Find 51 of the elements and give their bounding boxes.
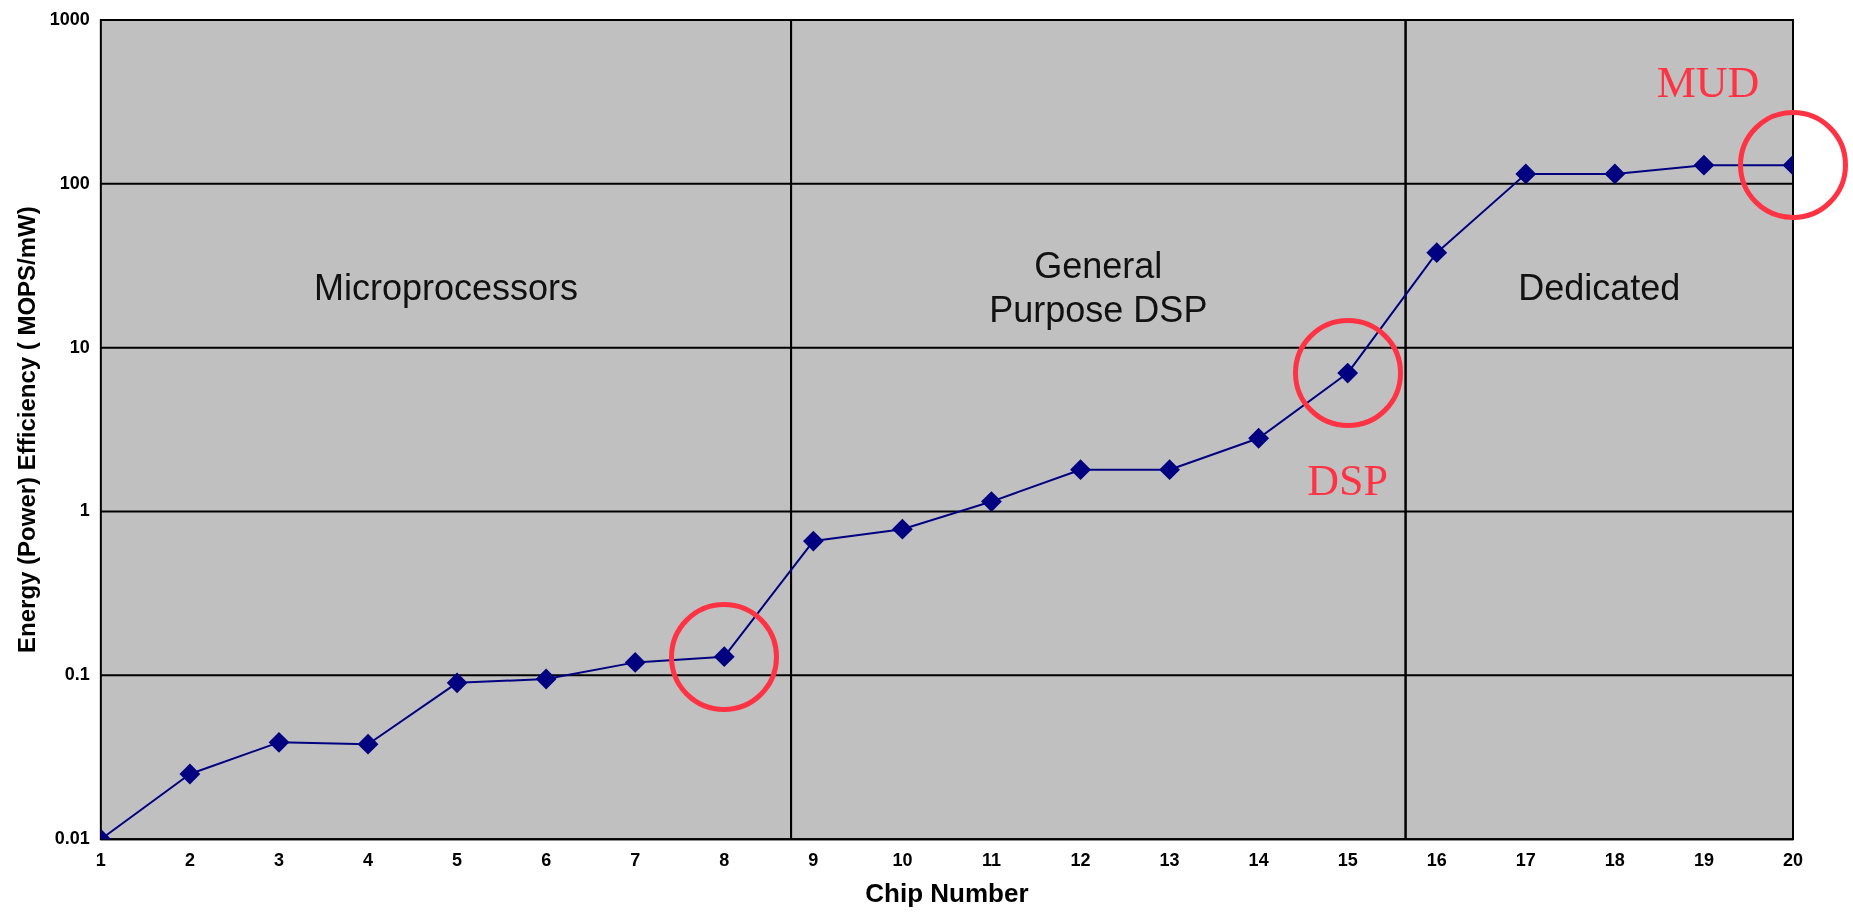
point	[1515, 163, 1536, 184]
x-tick-label: 10	[892, 849, 913, 870]
x-tick-label: 15	[1337, 849, 1358, 870]
x-tick-label: 18	[1604, 849, 1625, 870]
x-axis-title: Chip Number	[865, 877, 1029, 908]
x-tick-label: 19	[1693, 849, 1714, 870]
x-tick-label: 9	[808, 849, 819, 870]
band-label: Dedicated	[1518, 267, 1681, 309]
y-tick-label: 0.01	[54, 828, 90, 849]
x-tick-label: 7	[630, 849, 641, 870]
x-tick-label: 6	[541, 849, 552, 870]
x-tick-label: 13	[1159, 849, 1180, 870]
annotation: MUD	[1656, 57, 1760, 107]
point	[625, 652, 646, 673]
x-tick-label: 5	[452, 849, 463, 870]
y-tick-label: 1000	[49, 8, 90, 29]
x-tick-label: 2	[184, 849, 195, 870]
x-tick-label: 20	[1782, 849, 1804, 870]
point	[981, 491, 1002, 512]
point	[358, 734, 379, 755]
point	[536, 669, 557, 690]
annotation: DSP	[1307, 455, 1389, 505]
point	[714, 646, 735, 667]
x-tick-label: 12	[1070, 849, 1091, 870]
x-tick-label: 4	[363, 849, 374, 870]
x-tick-label: 1	[95, 849, 106, 870]
point	[268, 732, 289, 753]
x-tick-label: 3	[273, 849, 284, 870]
band-label: Microprocessors	[313, 267, 578, 309]
y-tick-label: 100	[59, 172, 90, 193]
point	[179, 764, 200, 784]
x-tick-label: 8	[719, 849, 730, 870]
point	[1337, 363, 1358, 384]
x-tick-label: 16	[1426, 849, 1447, 870]
x-tick-label: 14	[1248, 849, 1269, 870]
y-tick-label: 1	[79, 500, 90, 521]
x-tick-label: 17	[1515, 849, 1536, 870]
band-label: General Purpose DSP	[989, 245, 1208, 331]
point	[1248, 428, 1269, 449]
y-tick-label: 10	[69, 336, 90, 357]
point	[447, 672, 468, 693]
point	[1159, 459, 1180, 480]
point	[892, 519, 913, 540]
point	[803, 531, 824, 552]
point	[1693, 155, 1714, 176]
y-tick-label: 0.1	[64, 664, 90, 685]
point	[1604, 163, 1625, 184]
x-tick-label: 11	[981, 849, 1001, 870]
point	[1070, 459, 1091, 480]
y-axis-title: Energy (Power) Efficiency ( MOPS/mW)	[13, 206, 41, 653]
point	[1426, 242, 1447, 263]
